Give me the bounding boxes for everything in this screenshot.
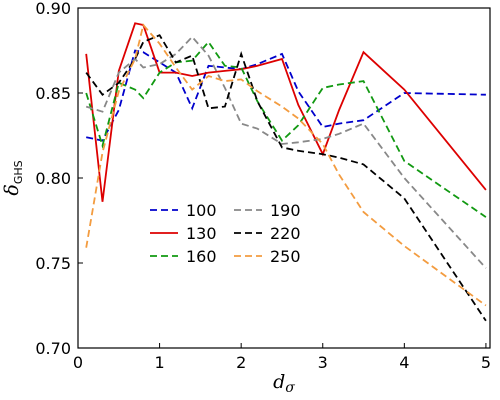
series-line-130 [85, 22, 487, 202]
x-axis-label-main: d [273, 371, 285, 393]
x-tick-label-2: 2 [236, 353, 246, 372]
series-line-250 [85, 23, 487, 307]
y-tick-label-0.80: 0.80 [35, 169, 71, 188]
series-layer [85, 22, 487, 322]
legend-label-100: 100 [186, 201, 217, 220]
series-line-190 [85, 35, 487, 269]
y-tick-label-0.75: 0.75 [35, 254, 71, 273]
plot-area: 0 1 2 3 4 5 0.70 0.75 0.80 0.85 0.90 [35, 0, 491, 372]
legend: 100 130 160 190 220 250 [150, 201, 301, 266]
legend-label-220: 220 [270, 224, 301, 243]
y-tick-label-0.85: 0.85 [35, 84, 71, 103]
series-line-220 [85, 34, 487, 322]
y-axis-label: δGHS [1, 160, 25, 195]
x-axis-label: dσ [273, 371, 295, 396]
x-axis-label-subscript: σ [285, 380, 295, 396]
x-tick-label-0: 0 [73, 353, 83, 372]
legend-label-160: 160 [186, 247, 217, 266]
y-axis: 0.70 0.75 0.80 0.85 0.90 [35, 0, 83, 358]
y-axis-label-subscript: GHS [12, 160, 25, 184]
series-line-100 [86, 49, 486, 142]
y-tick-label-0.90: 0.90 [35, 0, 71, 18]
y-tick-label-0.70: 0.70 [35, 339, 71, 358]
legend-label-130: 130 [186, 224, 217, 243]
x-axis: 0 1 2 3 4 5 [73, 343, 491, 372]
legend-label-190: 190 [270, 201, 301, 220]
x-tick-label-5: 5 [481, 353, 491, 372]
series-line-160 [85, 40, 487, 218]
x-tick-label-3: 3 [318, 353, 328, 372]
y-axis-label-main: δ [1, 184, 23, 195]
legend-label-250: 250 [270, 247, 301, 266]
x-tick-label-1: 1 [154, 353, 164, 372]
x-tick-label-4: 4 [399, 353, 409, 372]
